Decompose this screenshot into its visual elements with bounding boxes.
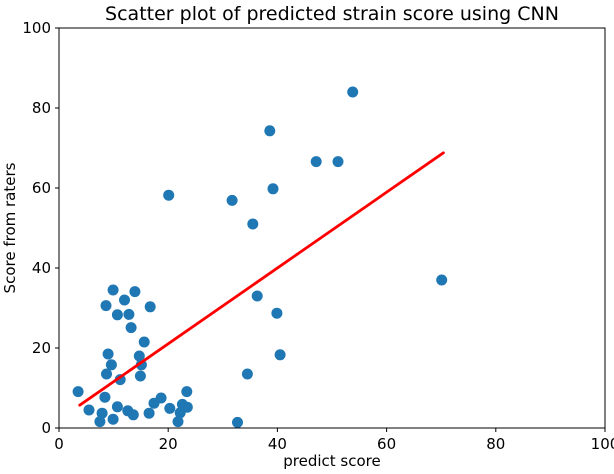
scatter-point bbox=[138, 336, 150, 348]
scatter-point bbox=[99, 391, 111, 403]
scatter-point bbox=[72, 386, 84, 398]
scatter-point bbox=[436, 274, 448, 286]
y-tick-label: 20 bbox=[32, 339, 51, 357]
scatter-point bbox=[347, 86, 359, 98]
scatter-point bbox=[96, 407, 108, 419]
x-tick-label: 0 bbox=[54, 435, 64, 453]
scatter-point bbox=[251, 290, 263, 302]
scatter-point bbox=[100, 300, 112, 312]
scatter-point bbox=[123, 308, 135, 320]
scatter-point bbox=[271, 307, 283, 319]
scatter-series bbox=[72, 86, 448, 428]
scatter-point bbox=[127, 409, 139, 421]
x-tick-label: 60 bbox=[377, 435, 396, 453]
chart-title: Scatter plot of predicted strain score u… bbox=[105, 3, 559, 25]
scatter-point bbox=[111, 401, 123, 413]
scatter-point bbox=[105, 359, 117, 371]
scatter-point bbox=[133, 350, 145, 362]
scatter-point bbox=[102, 348, 114, 360]
scatter-point bbox=[310, 156, 322, 168]
scatter-point bbox=[226, 194, 238, 206]
scatter-point bbox=[144, 301, 156, 313]
scatter-point bbox=[129, 286, 141, 298]
scatter-point bbox=[267, 183, 279, 195]
scatter-point bbox=[163, 189, 175, 201]
x-tick-label: 80 bbox=[486, 435, 505, 453]
scatter-point bbox=[164, 402, 176, 414]
y-axis-label: Score from raters bbox=[1, 162, 19, 293]
scatter-point bbox=[101, 368, 112, 380]
scatter-point bbox=[119, 294, 130, 306]
scatter-point bbox=[107, 284, 119, 296]
plot-border bbox=[58, 27, 606, 429]
scatter-point bbox=[94, 416, 106, 428]
scatter-point bbox=[181, 386, 193, 398]
scatter-point bbox=[241, 368, 253, 380]
x-tick-label: 20 bbox=[159, 435, 178, 453]
scatter-point bbox=[274, 349, 286, 361]
scatter-point bbox=[174, 407, 186, 419]
scatter-point bbox=[332, 156, 344, 168]
scatter-point bbox=[143, 407, 155, 419]
scatter-point bbox=[125, 322, 137, 334]
scatter-point bbox=[111, 309, 123, 321]
y-tick-label: 40 bbox=[32, 259, 51, 277]
scatter-point bbox=[83, 404, 95, 416]
scatter-point bbox=[107, 413, 119, 425]
scatter-point bbox=[232, 416, 243, 428]
y-tick-label: 80 bbox=[32, 99, 51, 117]
y-tick-label: 100 bbox=[22, 19, 51, 37]
y-tick-label: 60 bbox=[32, 179, 51, 197]
x-tick-label: 100 bbox=[591, 435, 614, 453]
scatter-point bbox=[148, 397, 160, 409]
scatter-point bbox=[247, 218, 259, 230]
y-tick-label: 0 bbox=[41, 419, 51, 437]
scatter-point bbox=[264, 125, 276, 137]
x-axis-label: predict score bbox=[283, 452, 380, 470]
scatter-point bbox=[134, 370, 146, 382]
scatter-point bbox=[172, 416, 184, 428]
x-tick-label: 40 bbox=[268, 435, 287, 453]
fit-line bbox=[78, 151, 445, 407]
